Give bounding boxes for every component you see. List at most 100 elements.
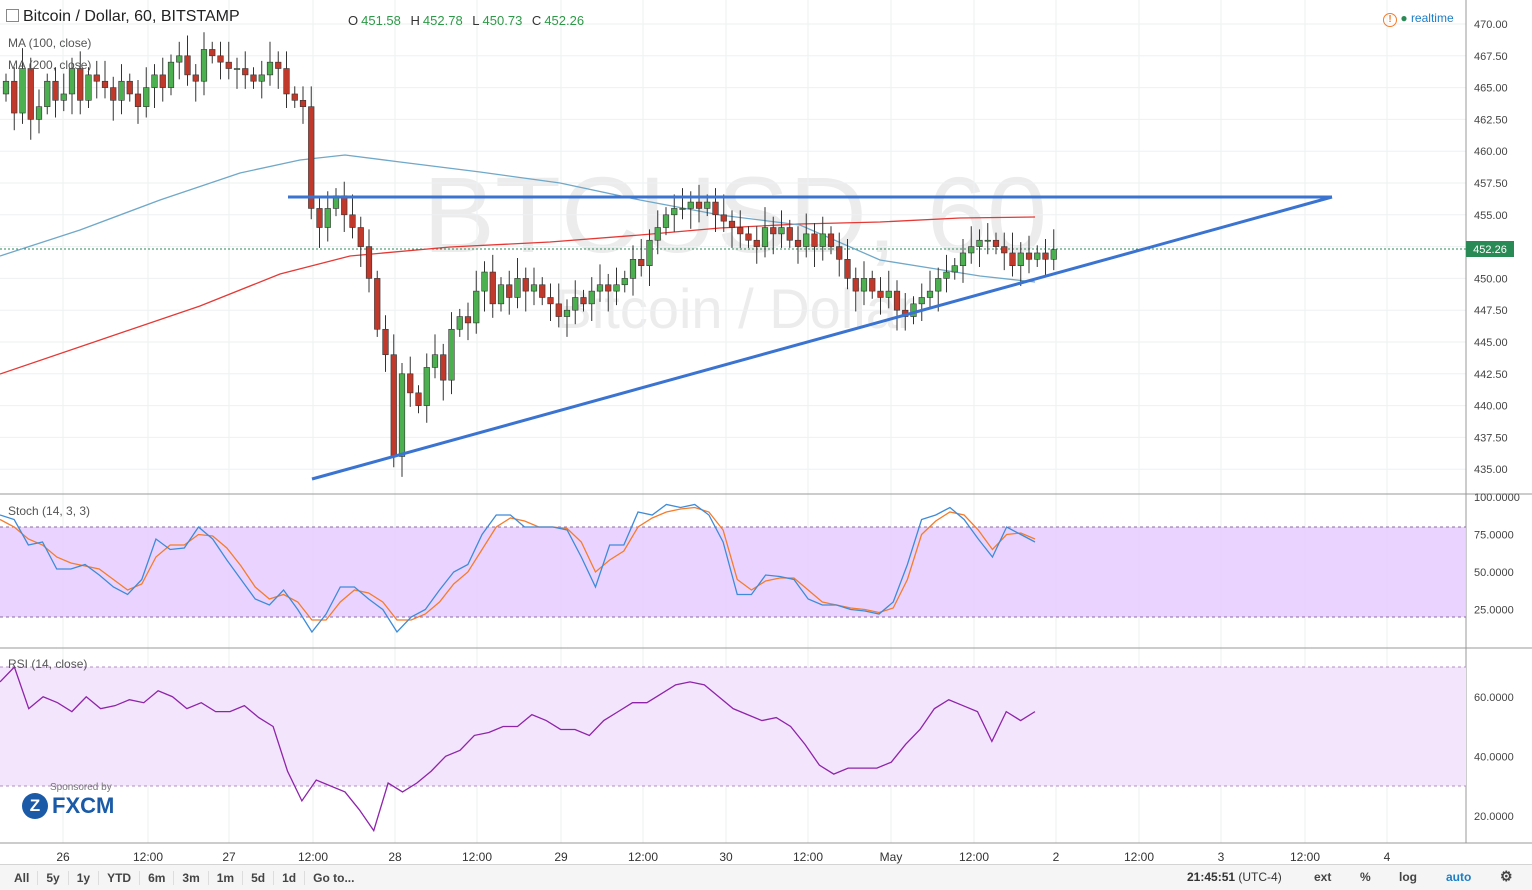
candle-body — [258, 74, 265, 82]
candle-body — [671, 208, 678, 216]
candle-body — [242, 68, 249, 76]
range-all[interactable]: All — [14, 870, 30, 885]
candle-body — [662, 214, 670, 228]
price-tick-label: 470.00 — [1474, 19, 1508, 31]
candle-body — [860, 278, 868, 292]
candle-body — [52, 80, 59, 101]
candle-body — [563, 309, 571, 317]
time-tick-label: 28 — [388, 850, 402, 864]
candle-body — [44, 80, 51, 107]
ext-toggle[interactable]: ext — [1314, 870, 1332, 884]
time-tick-label: 2 — [1053, 850, 1060, 864]
time-tick-label: 30 — [719, 850, 733, 864]
range-1m[interactable]: 1m — [207, 870, 242, 885]
candle-body — [852, 278, 859, 292]
candle-body — [1042, 252, 1049, 260]
candle-body — [134, 93, 142, 107]
price-tick-label: 445.00 — [1474, 337, 1508, 349]
candle-body — [761, 227, 769, 247]
candle-body — [926, 290, 934, 298]
ma200-legend[interactable]: MA (200, close) — [8, 58, 92, 72]
range-1y[interactable]: 1y — [67, 870, 98, 885]
clock-time: 21:45:51 — [1187, 870, 1236, 884]
candle-body — [1050, 249, 1057, 260]
low-value: 450.73 — [482, 13, 523, 28]
candle-body — [217, 55, 224, 63]
candle-body — [877, 290, 884, 298]
candle-body — [233, 68, 241, 70]
candle-body — [811, 233, 818, 247]
range-3m[interactable]: 3m — [173, 870, 207, 885]
candle-body — [291, 93, 298, 101]
candle-body — [629, 259, 637, 279]
range-5d[interactable]: 5d — [242, 870, 273, 885]
candle-body — [695, 201, 703, 209]
rsi-legend[interactable]: RSI (14, close) — [8, 657, 88, 671]
candle-body — [464, 316, 472, 324]
ma100-line — [0, 154, 1036, 283]
candle-body — [654, 227, 661, 241]
chart-title[interactable]: Bitcoin / Dollar, 60, BITSTAMP — [0, 8, 240, 26]
percent-toggle[interactable]: % — [1360, 870, 1371, 884]
candle-body — [35, 106, 43, 120]
close-value: 452.26 — [544, 13, 585, 28]
candle-body — [794, 239, 802, 247]
candle-body — [687, 201, 694, 209]
candle-body — [539, 284, 546, 298]
realtime-label: realtime — [1410, 11, 1454, 25]
candle-body — [605, 284, 612, 292]
settings-gear-icon[interactable]: ⚙ — [1500, 868, 1513, 884]
candle-body — [819, 233, 826, 247]
range-5y[interactable]: 5y — [37, 870, 67, 885]
candle-body — [19, 68, 26, 114]
candle-body — [481, 271, 488, 292]
stoch-legend[interactable]: Stoch (14, 3, 3) — [8, 504, 91, 518]
ma200-path — [0, 216, 1036, 375]
range-6m[interactable]: 6m — [139, 870, 173, 885]
price-tick-label: 435.00 — [1474, 464, 1508, 476]
candle-body — [704, 201, 711, 209]
high-label: H — [410, 13, 420, 28]
candle-body — [374, 278, 381, 330]
time-tick-label: 4 — [1384, 850, 1391, 864]
alert-icon[interactable]: ! — [1383, 13, 1397, 27]
candle-body — [918, 297, 925, 305]
candle-body — [126, 80, 133, 95]
trendlines[interactable] — [288, 195, 1333, 481]
candle-body — [456, 316, 463, 330]
candle-body — [522, 278, 529, 292]
candle-body — [407, 373, 414, 394]
candle-body — [959, 252, 967, 266]
time-tick-label: 3 — [1218, 850, 1225, 864]
candle-body — [11, 80, 18, 114]
auto-toggle[interactable]: auto — [1446, 870, 1472, 884]
candle-body — [943, 271, 950, 279]
candle-body — [596, 284, 604, 292]
range-1d[interactable]: 1d — [273, 870, 304, 885]
time-axis[interactable]: 26 12:00 27 12:00 28 12:00 29 12:00 30 12:00 May 12… — [56, 850, 1390, 864]
candle-body — [836, 246, 843, 260]
high-value: 452.78 — [422, 13, 463, 28]
price-tick-label: 462.50 — [1474, 114, 1508, 126]
time-tick-label: 12:00 — [462, 850, 492, 864]
stoch-d-line — [0, 506, 1036, 621]
ma100-legend[interactable]: MA (100, close) — [8, 36, 92, 50]
stoch-tick-label: 50.0000 — [1474, 567, 1514, 579]
symbol-icon — [6, 9, 19, 22]
time-tick-label: 27 — [222, 850, 236, 864]
candle-body — [621, 278, 628, 286]
candle-body — [316, 208, 323, 228]
candle-body — [844, 259, 851, 279]
candle-body — [308, 106, 315, 209]
range-ytd[interactable]: YTD — [98, 870, 139, 885]
stoch-tick-label: 100.0000 — [1474, 492, 1520, 504]
price-axis[interactable]: 470.00 467.50 465.00 462.50 460.00 457.50 455.… — [1474, 19, 1520, 823]
candle-body — [737, 227, 744, 235]
log-toggle[interactable]: log — [1399, 870, 1417, 884]
sponsor-logo[interactable]: Sponsored by Z FXCM — [22, 782, 114, 819]
time-tick-label: 12:00 — [133, 850, 163, 864]
goto-button[interactable]: Go to... — [304, 870, 362, 885]
rsi-path — [0, 665, 1036, 833]
stoch-k-line — [0, 503, 1036, 634]
